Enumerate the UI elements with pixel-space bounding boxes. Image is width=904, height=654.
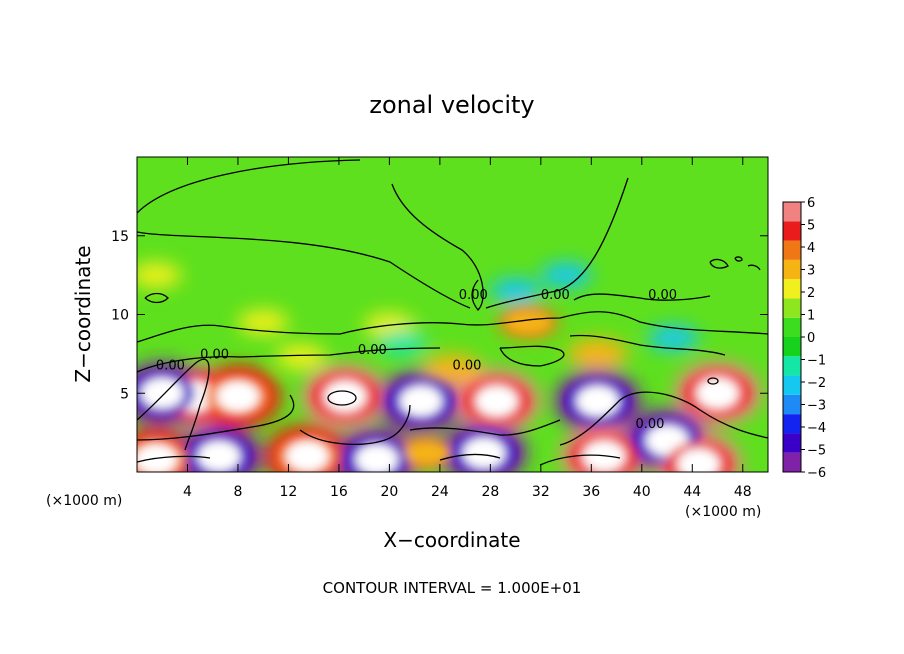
colorbar-segment bbox=[783, 221, 801, 241]
field-saturated-core-8 bbox=[137, 443, 178, 472]
x-tick-label: 36 bbox=[582, 484, 600, 500]
colorbar-segment bbox=[783, 317, 801, 337]
chart-title: zonal velocity bbox=[369, 91, 534, 119]
colorbar-segment bbox=[783, 433, 801, 453]
colorbar-label: −3 bbox=[807, 399, 826, 414]
y-tick-label: 5 bbox=[120, 386, 129, 402]
zero-contour-middle bbox=[137, 311, 768, 373]
x-unit-label-left: (×1000 m) bbox=[46, 493, 122, 509]
zero-contours bbox=[137, 159, 768, 466]
field-saturated-core-1 bbox=[140, 377, 184, 409]
y-tick-label: 15 bbox=[111, 229, 129, 245]
small-contour-11km bbox=[144, 292, 169, 304]
field-extremum-23 bbox=[648, 325, 699, 351]
field-saturated-core-5 bbox=[475, 385, 519, 417]
contour-label: 0.00 bbox=[635, 417, 664, 432]
small-contour-46km bbox=[709, 256, 761, 271]
inner-contour-16km bbox=[327, 390, 357, 406]
zero-contour-lower bbox=[137, 358, 768, 466]
field-saturated-core-4 bbox=[399, 385, 443, 417]
x-tick-label: 44 bbox=[683, 484, 701, 500]
field-extremum-25 bbox=[275, 344, 327, 370]
colorbar-segment bbox=[783, 259, 801, 280]
contour-label: 0.00 bbox=[200, 348, 229, 363]
field-saturated-core-7 bbox=[696, 377, 739, 409]
x-tick-label: 20 bbox=[380, 484, 398, 500]
zero-contour-upper bbox=[137, 159, 711, 311]
colorbar-label: 3 bbox=[807, 264, 815, 279]
colorbar-label: −2 bbox=[807, 376, 826, 391]
x-tick-label: 24 bbox=[431, 484, 449, 500]
field-extremum-22 bbox=[540, 262, 592, 288]
y-tick-label: 10 bbox=[111, 308, 129, 324]
colorbar-segment bbox=[783, 279, 801, 299]
colorbar: 6 5 4 3 2 1 0 −1 −2 −3 −4 −5 −6 bbox=[782, 196, 826, 481]
field-saturated-core-16 bbox=[677, 448, 721, 472]
colorbar-segment bbox=[783, 337, 801, 357]
contour-label: 0.00 bbox=[358, 343, 387, 358]
colorbar-label: −5 bbox=[807, 444, 826, 459]
colorbar-label: 1 bbox=[807, 309, 815, 324]
x-unit-label-right: (×1000 m) bbox=[685, 504, 761, 520]
colorbar-segment bbox=[783, 394, 801, 415]
x-tick-label: 12 bbox=[280, 484, 298, 500]
contour-label: 0.00 bbox=[453, 359, 482, 374]
colorbar-label: 2 bbox=[807, 286, 815, 301]
x-tick-label: 28 bbox=[481, 484, 499, 500]
field-saturated-core-11 bbox=[355, 443, 399, 472]
field-extremum-26 bbox=[137, 262, 182, 288]
field-extremum-18 bbox=[237, 309, 289, 335]
colorbar-label: −6 bbox=[807, 466, 826, 481]
colorbar-segment bbox=[783, 452, 801, 472]
colorbar-label: 0 bbox=[807, 331, 815, 346]
colorbar-label: 6 bbox=[807, 196, 815, 211]
field-ring-12 bbox=[404, 442, 450, 465]
field-extremum-20 bbox=[567, 338, 628, 370]
contour-label: 0.00 bbox=[541, 288, 570, 303]
field-ring-17 bbox=[505, 311, 551, 334]
colorbar-label: 5 bbox=[807, 219, 815, 234]
colorbar-label: −4 bbox=[807, 421, 826, 436]
colorbar-segment bbox=[783, 375, 801, 395]
colorbar-segment bbox=[783, 202, 801, 222]
contour-interval-note: CONTOUR INTERVAL = 1.000E+01 bbox=[323, 579, 582, 597]
x-tick-label: 8 bbox=[233, 484, 242, 500]
field-extremum-27 bbox=[422, 353, 483, 386]
x-axis: 4 8 12 16 20 24 28 32 36 40 44 48 bbox=[183, 157, 752, 500]
colorbar-segment bbox=[783, 298, 801, 318]
velocity-cores bbox=[137, 311, 750, 472]
plot-area: 0.00 0.00 0.00 0.00 0.00 0.00 0.00 0.00 bbox=[137, 157, 768, 472]
x-tick-label: 4 bbox=[183, 484, 192, 500]
colorbar-segment bbox=[783, 414, 801, 434]
x-tick-label: 16 bbox=[330, 484, 348, 500]
contour-label: 0.00 bbox=[459, 288, 488, 303]
y-axis-title: Z−coordinate bbox=[71, 245, 95, 382]
colorbar-segment bbox=[783, 240, 801, 260]
colorbar-segment bbox=[783, 356, 801, 376]
x-tick-label: 48 bbox=[734, 484, 752, 500]
x-tick-label: 32 bbox=[532, 484, 550, 500]
y-axis: 5 10 15 bbox=[111, 229, 768, 402]
contour-label: 0.00 bbox=[156, 359, 185, 374]
x-tick-label: 40 bbox=[633, 484, 651, 500]
colorbar-label: −1 bbox=[807, 354, 826, 369]
field-saturated-core-9 bbox=[197, 440, 241, 472]
contour-labels: 0.00 0.00 0.00 0.00 0.00 0.00 0.00 0.00 bbox=[156, 288, 677, 432]
field-saturated-core-13 bbox=[462, 437, 506, 469]
field-saturated-core-6 bbox=[576, 385, 620, 417]
field-saturated-core-2 bbox=[216, 380, 260, 413]
x-axis-title: X−coordinate bbox=[383, 528, 520, 552]
field-saturated-core-3 bbox=[323, 380, 367, 413]
contour-label: 0.00 bbox=[648, 288, 677, 303]
inner-contour-45km bbox=[707, 377, 719, 385]
colorbar-label: 4 bbox=[807, 241, 815, 256]
field-saturated-core-10 bbox=[285, 440, 329, 472]
